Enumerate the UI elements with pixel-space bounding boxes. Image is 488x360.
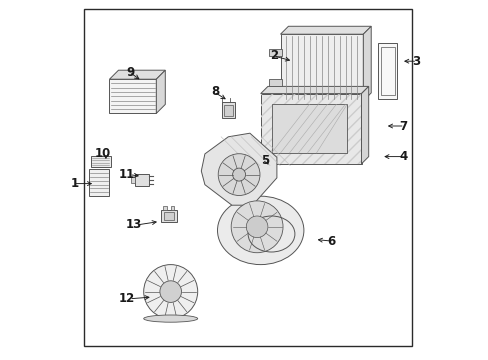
Polygon shape bbox=[109, 70, 165, 79]
Bar bbox=[163, 206, 167, 210]
Circle shape bbox=[232, 168, 245, 181]
Circle shape bbox=[160, 281, 181, 302]
Bar bbox=[109, 79, 156, 113]
Text: 12: 12 bbox=[118, 292, 134, 305]
Bar bbox=[380, 47, 394, 95]
Ellipse shape bbox=[143, 315, 197, 322]
Text: 1: 1 bbox=[71, 177, 79, 190]
Bar bbox=[170, 206, 174, 210]
Circle shape bbox=[143, 265, 197, 319]
Bar bbox=[260, 94, 361, 164]
Polygon shape bbox=[361, 86, 368, 164]
Bar bbox=[280, 34, 363, 101]
Bar bbox=[131, 177, 135, 183]
Bar bbox=[260, 94, 361, 164]
Text: 5: 5 bbox=[260, 154, 268, 167]
Text: 6: 6 bbox=[326, 235, 335, 248]
Bar bbox=[89, 169, 108, 196]
Circle shape bbox=[231, 201, 283, 253]
Text: 2: 2 bbox=[270, 49, 278, 62]
Text: 3: 3 bbox=[411, 55, 419, 68]
Polygon shape bbox=[280, 26, 370, 34]
Circle shape bbox=[246, 216, 267, 238]
Text: 8: 8 bbox=[211, 85, 219, 98]
Text: 11: 11 bbox=[118, 168, 134, 181]
Bar bbox=[268, 78, 281, 86]
Polygon shape bbox=[201, 133, 276, 205]
Bar bbox=[163, 212, 174, 220]
Text: 4: 4 bbox=[399, 150, 407, 163]
Bar bbox=[377, 43, 397, 99]
Polygon shape bbox=[323, 108, 345, 130]
Bar bbox=[91, 156, 110, 167]
Polygon shape bbox=[260, 86, 368, 94]
Text: 7: 7 bbox=[399, 120, 407, 132]
Bar bbox=[222, 102, 234, 118]
Circle shape bbox=[218, 154, 260, 195]
Polygon shape bbox=[363, 26, 370, 101]
Bar bbox=[268, 49, 281, 57]
Ellipse shape bbox=[217, 196, 303, 265]
Bar bbox=[271, 104, 346, 153]
Bar bbox=[134, 174, 149, 186]
Text: 13: 13 bbox=[125, 219, 142, 231]
Text: 9: 9 bbox=[126, 66, 134, 78]
Bar bbox=[161, 210, 177, 222]
Bar bbox=[224, 105, 232, 116]
Text: 10: 10 bbox=[95, 147, 111, 159]
Polygon shape bbox=[156, 70, 165, 113]
